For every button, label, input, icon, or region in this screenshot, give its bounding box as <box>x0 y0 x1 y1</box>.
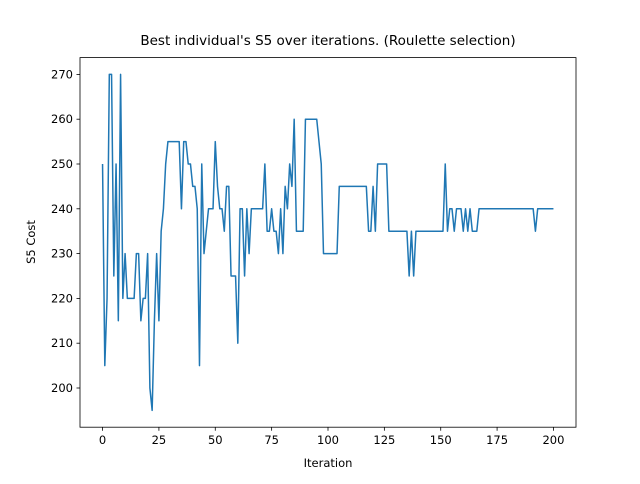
x-tick-label: 25 <box>152 433 167 447</box>
y-tick-label: 210 <box>51 336 73 350</box>
y-tick-label: 240 <box>51 202 73 216</box>
chart-title: Best individual's S5 over iterations. (R… <box>140 33 515 49</box>
x-tick-label: 75 <box>264 433 279 447</box>
x-tick-label: 125 <box>373 433 395 447</box>
y-tick-label: 200 <box>51 381 73 395</box>
x-axis-label: Iteration <box>304 456 353 470</box>
x-tick-label: 150 <box>430 433 452 447</box>
y-tick-label: 250 <box>51 157 73 171</box>
y-axis-label: S5 Cost <box>24 220 38 264</box>
data-line <box>101 73 554 412</box>
x-tick-label: 100 <box>317 433 339 447</box>
x-tick-label: 175 <box>486 433 508 447</box>
x-tick-label: 0 <box>99 433 106 447</box>
y-tick-label: 230 <box>51 247 73 261</box>
y-tick-label: 270 <box>51 67 73 81</box>
plot-frame <box>79 57 577 428</box>
x-tick-label: 200 <box>542 433 564 447</box>
x-tick-label: 50 <box>208 433 223 447</box>
y-tick-label: 220 <box>51 291 73 305</box>
y-tick-label: 260 <box>51 112 73 126</box>
